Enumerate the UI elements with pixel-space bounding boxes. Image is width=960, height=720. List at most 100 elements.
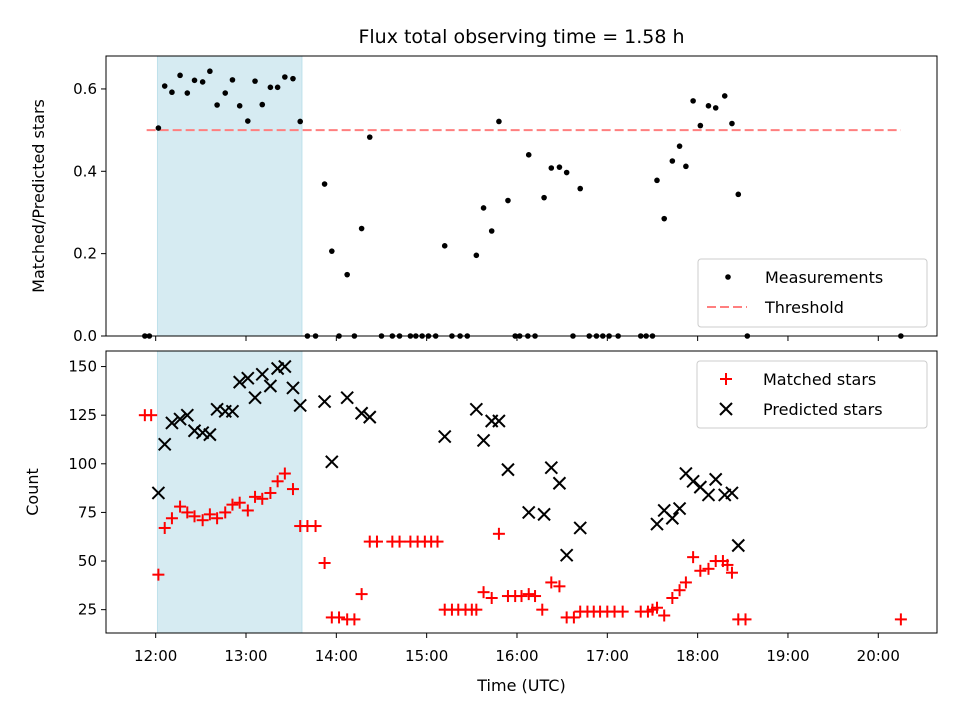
predicted-stars-point — [151, 486, 166, 500]
predicted-stars-point — [544, 460, 559, 475]
predicted-stars-point — [559, 548, 574, 562]
predicted-stars-point — [203, 427, 217, 442]
measurement-point — [676, 143, 683, 149]
measurement-point — [505, 197, 511, 204]
matched-stars-point — [211, 512, 224, 525]
measurement-point — [329, 248, 335, 254]
measurement-point — [191, 77, 198, 84]
matched-stars-point — [739, 613, 752, 626]
measurement-point — [441, 243, 448, 249]
measurement-point — [541, 194, 547, 201]
measurement-point — [161, 83, 168, 89]
matched-stars-point — [694, 564, 707, 577]
measurement-point — [683, 163, 689, 170]
matched-stars-point — [233, 496, 246, 509]
measurement-point — [207, 68, 213, 75]
matched-stars-point — [145, 409, 158, 422]
predicted-stars-point — [725, 486, 739, 500]
measurement-point — [525, 152, 532, 158]
matched-stars-point — [271, 475, 284, 488]
matched-stars-point — [679, 576, 692, 589]
measurement-point — [473, 252, 480, 259]
matched-stars-point — [174, 500, 187, 513]
matched-stars-point — [431, 535, 444, 548]
measurement-point — [729, 120, 735, 127]
x-tick-label: 19:00 — [766, 647, 809, 665]
matched-stars-point — [393, 535, 406, 548]
matched-stars-point — [370, 535, 383, 548]
measurement-point — [488, 228, 495, 234]
top-panel: 0.0 0.2 0.4 0.6 Matched/Predicted stars Mea… — [29, 55, 938, 345]
legend-matched-label: Matched stars — [763, 370, 876, 389]
predicted-stars-point — [476, 433, 491, 448]
bottom-ylabel: Count — [23, 468, 42, 516]
x-tick-label: 14:00 — [315, 647, 358, 665]
top-legend-box — [697, 258, 928, 328]
matched-stars-point — [333, 611, 346, 624]
matched-stars-point — [515, 590, 528, 603]
measurement-point — [697, 122, 704, 129]
matched-stars-point — [666, 591, 679, 604]
measurement-point — [229, 77, 236, 83]
x-tick-label: 13:00 — [224, 647, 267, 665]
predicted-stars-point — [438, 429, 452, 444]
matched-stars-point — [545, 576, 558, 589]
measurement-point — [297, 118, 304, 125]
measurement-point — [721, 93, 728, 99]
x-axis-label: Time (UTC) — [476, 676, 565, 695]
predicted-stars-point — [469, 402, 484, 417]
predicted-stars-point — [286, 381, 300, 395]
measurement-point — [169, 89, 175, 96]
predicted-stars-point — [248, 390, 262, 405]
legend-threshold-label: Threshold — [764, 298, 844, 317]
measurement-point — [236, 103, 243, 109]
measurement-point — [184, 90, 191, 96]
predicted-stars-point — [173, 412, 187, 426]
matched-stars-point — [894, 613, 907, 626]
legend-predicted-label: Predicted stars — [763, 400, 883, 419]
bottom-plot-frame — [105, 350, 938, 634]
matched-stars-point — [470, 603, 483, 616]
predicted-stars-point — [180, 408, 195, 422]
measurement-point — [556, 164, 563, 170]
predicted-stars-point — [492, 414, 506, 428]
y-tick-label: 100 — [68, 455, 97, 473]
measurement-point — [577, 185, 584, 192]
x-tick-label: 15:00 — [405, 647, 448, 665]
predicted-stars-point — [317, 394, 332, 409]
top-ylabel: Matched/Predicted stars — [29, 99, 48, 293]
predicted-stars-point — [363, 410, 377, 424]
measurement-point — [321, 181, 328, 187]
predicted-stars-point — [522, 505, 536, 520]
measurement-point — [282, 74, 288, 80]
observing-span — [156, 55, 303, 337]
predicted-stars-point — [165, 416, 179, 430]
predicted-stars-point — [210, 402, 224, 417]
predicted-stars-point — [325, 455, 339, 469]
matched-stars-point — [256, 492, 269, 505]
measurement-point — [199, 79, 206, 85]
legend-matched-marker — [720, 373, 732, 385]
legend-measurements-marker — [725, 274, 731, 280]
predicted-stars-point — [552, 476, 567, 490]
matched-stars-point — [165, 512, 178, 525]
bottom-legend-box — [696, 360, 928, 429]
measurement-point — [669, 158, 676, 164]
matched-stars-point — [650, 601, 663, 614]
measurement-point — [661, 215, 668, 222]
x-tick-label: 18:00 — [676, 647, 719, 665]
predicted-stars-point — [255, 367, 269, 382]
matched-stars-point — [492, 527, 505, 540]
x-tick-label: 12:00 — [134, 647, 177, 665]
x-tick-label: 17:00 — [586, 647, 629, 665]
y-tick-label: 0.2 — [73, 245, 97, 263]
measurement-point — [267, 84, 274, 91]
observing-span — [156, 350, 303, 634]
matched-stars-point — [687, 551, 700, 564]
y-tick-label: 50 — [78, 552, 97, 570]
matched-stars-point — [485, 591, 498, 604]
predicted-stars-point — [731, 538, 745, 553]
x-tick-label: 20:00 — [857, 647, 900, 665]
x-tick-label: 16:00 — [495, 647, 538, 665]
